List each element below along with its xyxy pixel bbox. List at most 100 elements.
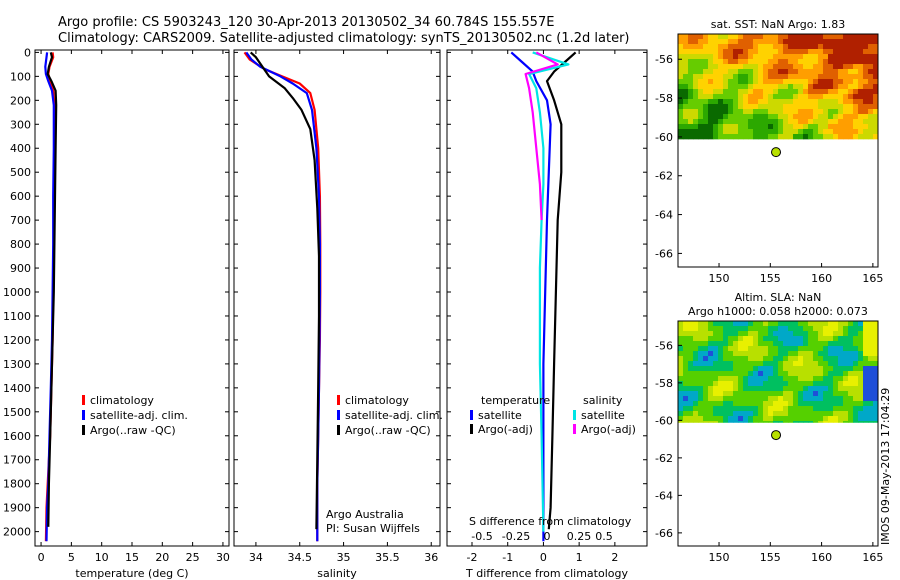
heat-cell	[738, 69, 744, 75]
heat-cell	[773, 104, 779, 110]
heat-cell	[798, 376, 804, 382]
heat-cell	[763, 421, 769, 423]
heat-cell	[843, 421, 849, 423]
x-tick-label: 35	[337, 551, 351, 564]
heat-cell	[758, 44, 764, 50]
heat-cell	[863, 69, 869, 75]
heat-cell	[748, 411, 754, 417]
heat-cell	[728, 351, 734, 357]
x-tick-label: 5	[68, 551, 75, 564]
heat-cell	[693, 386, 699, 392]
heat-cell	[793, 34, 799, 40]
heat-cell	[743, 104, 749, 110]
x-tick-label: 36	[424, 551, 438, 564]
heat-cell	[873, 129, 879, 135]
heat-cell	[843, 351, 849, 357]
legend-label: satellite	[478, 409, 522, 422]
heat-cell	[728, 129, 734, 135]
heat-cell	[693, 34, 699, 40]
heat-cell	[813, 366, 819, 372]
heat-cell	[843, 401, 849, 407]
heat-cell	[838, 49, 844, 55]
heat-cell	[813, 64, 819, 70]
heat-cell	[698, 386, 704, 392]
heat-cell	[738, 331, 744, 337]
heat-cell	[678, 119, 684, 125]
heat-cell	[733, 346, 739, 352]
heat-cell	[818, 396, 824, 402]
heat-cell	[783, 64, 789, 70]
y-tick-label: 900	[10, 262, 31, 275]
y-tick-label: 1600	[3, 430, 31, 443]
heat-cells-sla_map	[678, 321, 879, 423]
heat-cell	[763, 401, 769, 407]
heat-cell	[748, 99, 754, 105]
heat-cell	[818, 411, 824, 417]
heat-cell	[788, 84, 794, 90]
heat-cell	[713, 79, 719, 85]
map-title: sat. SST: NaN Argo: 1.83	[711, 18, 845, 31]
heat-cell	[833, 391, 839, 397]
heat-cell	[758, 386, 764, 392]
heat-cell	[678, 44, 684, 50]
heat-cell	[818, 356, 824, 362]
heat-cell	[688, 366, 694, 372]
heat-cell	[788, 356, 794, 362]
heat-cell	[828, 44, 834, 50]
heat-cell	[818, 119, 824, 125]
map-x-tick-label: 165	[862, 272, 883, 285]
heat-cell	[768, 346, 774, 352]
heat-cell	[848, 84, 854, 90]
heat-cell	[773, 361, 779, 367]
heat-cell	[763, 366, 769, 372]
heat-cell	[733, 104, 739, 110]
heat-cell	[723, 416, 729, 422]
heat-cell	[708, 89, 714, 95]
heat-cell	[768, 49, 774, 55]
heat-cell	[718, 326, 724, 332]
heat-cell	[778, 59, 784, 65]
heat-cell	[843, 371, 849, 377]
heat-cell	[768, 406, 774, 412]
map-y-tick-label: -66	[655, 247, 673, 260]
heat-cell	[853, 386, 859, 392]
heat-cell	[798, 59, 804, 65]
heat-cell	[728, 411, 734, 417]
heat-cell	[678, 341, 684, 347]
heat-cell	[778, 346, 784, 352]
heat-cell	[778, 326, 784, 332]
heat-cell	[773, 119, 779, 125]
heat-cell	[778, 351, 784, 357]
series-line-argo-raw-qc-	[46, 52, 58, 527]
heat-cell	[833, 421, 839, 423]
heat-cell	[723, 94, 729, 100]
heat-cell	[728, 406, 734, 412]
heat-cell	[688, 124, 694, 130]
heat-cell	[763, 79, 769, 85]
heat-cell	[788, 129, 794, 135]
heat-cell	[723, 84, 729, 90]
heat-cell	[778, 321, 784, 327]
heat-cell	[758, 64, 764, 70]
heat-cell	[783, 331, 789, 337]
heat-cell	[863, 34, 869, 40]
heat-cell	[768, 84, 774, 90]
heat-cell	[778, 411, 784, 417]
heat-cell	[833, 351, 839, 357]
heat-cell	[833, 411, 839, 417]
heat-cell	[708, 341, 714, 347]
heat-cell	[843, 366, 849, 372]
heat-cell	[793, 321, 799, 327]
heat-cell	[793, 371, 799, 377]
heat-cell	[848, 416, 854, 422]
heat-cell	[778, 396, 784, 402]
heat-cell	[713, 401, 719, 407]
heat-cell	[703, 34, 709, 40]
heat-cell	[773, 376, 779, 382]
heat-cell	[703, 396, 709, 402]
legend-swatch	[470, 424, 473, 434]
heat-cell	[808, 119, 814, 125]
heat-cell	[688, 39, 694, 45]
heat-cell	[843, 74, 849, 80]
heat-cell	[753, 326, 759, 332]
